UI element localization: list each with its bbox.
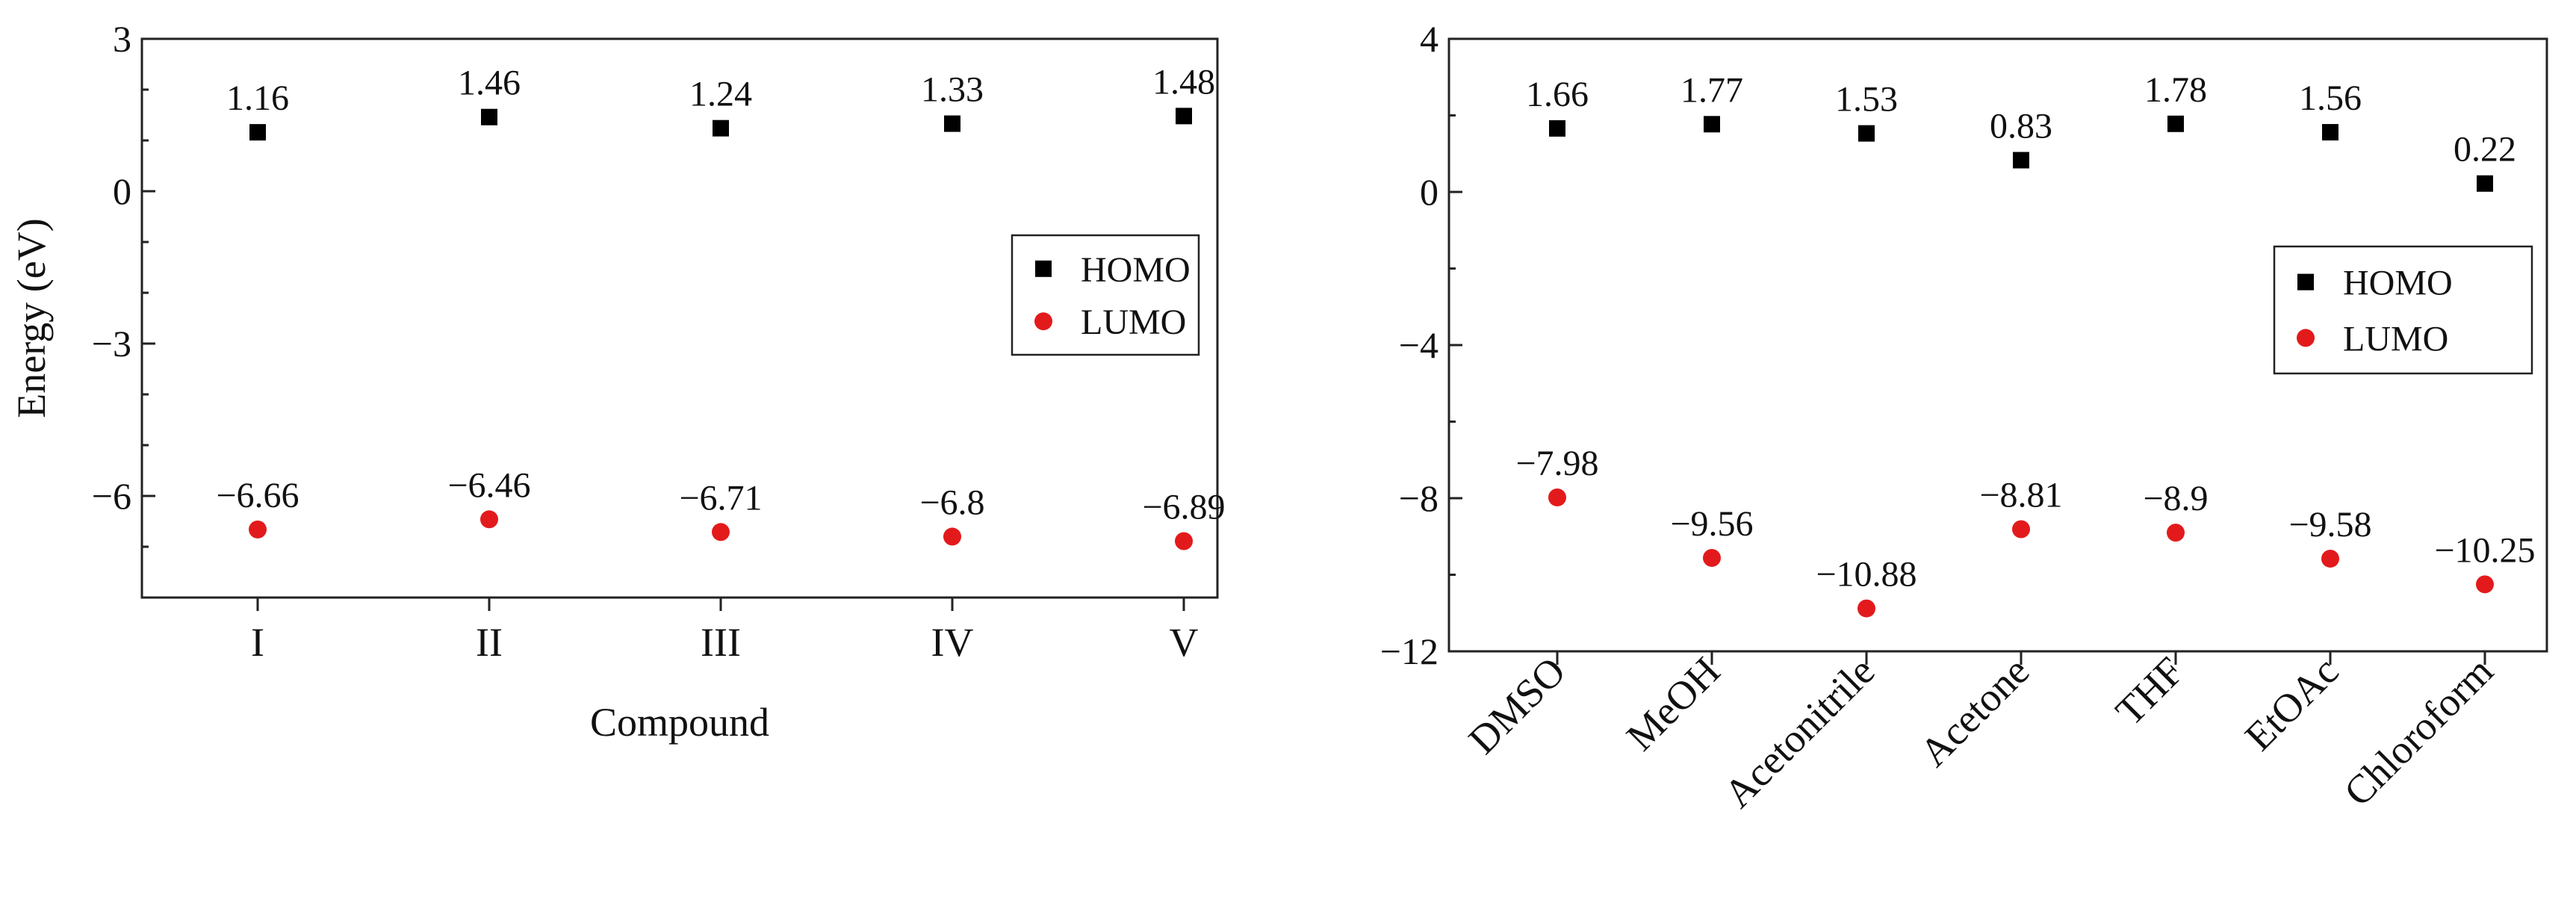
legend-label: LUMO [1081,303,1186,342]
lumo-point [2167,524,2185,542]
data-label: 1.46 [458,63,521,103]
lumo-point [2012,520,2030,539]
homo-point [1176,108,1192,125]
data-label: −7.98 [1515,444,1598,483]
lumo-point [2476,575,2494,594]
legend-lumo-marker [2297,329,2315,347]
data-label: −9.56 [1670,504,1753,544]
x-category-label: EtOAc [2236,648,2347,759]
lumo-point [1857,599,1875,618]
y-tick-label: 3 [113,18,131,60]
homo-point [2477,175,2493,192]
x-category-label: II [476,620,503,665]
lumo-point [1175,532,1193,550]
data-label: 1.24 [689,75,752,114]
data-label: 1.33 [921,70,984,110]
homo-point [2322,124,2338,141]
x-category-label: V [1170,620,1199,665]
x-category-label: I [251,620,264,665]
data-label: 1.77 [1680,70,1743,110]
data-label: −6.66 [216,476,299,515]
x-category-label: MeOH [1618,648,1728,759]
y-tick-label: 0 [1420,171,1438,213]
y-tick-label: −12 [1380,630,1438,672]
y-tick-label: −4 [1399,324,1438,366]
x-category-label: THF [2107,648,2193,734]
y-tick-label: −8 [1399,477,1438,519]
legend-label: LUMO [2343,319,2448,359]
legend-box [1011,234,1200,356]
homo-point [1549,120,1565,137]
data-label: −9.58 [2288,505,2371,545]
homo-point [2013,152,2029,169]
data-label: −6.46 [447,465,530,505]
x-category-label: Acetone [1911,648,2038,775]
data-label: 1.48 [1152,62,1215,102]
data-label: −10.88 [1816,555,1917,595]
lumo-point [1703,548,1721,567]
plot-frame [140,37,1219,599]
data-label: −6.89 [1142,488,1225,527]
y-tick-label: −6 [92,475,131,517]
data-label: −10.25 [2434,530,2535,570]
homo-point [944,115,960,132]
lumo-point [943,527,961,546]
x-axis-title: Compound [590,700,769,745]
x-category-label: IV [931,620,974,665]
lumo-point [1548,488,1566,506]
lumo-point [480,510,498,529]
y-axis-title: Energy (eV) [9,218,54,418]
data-label: −6.71 [679,478,762,518]
legend-label: HOMO [1081,250,1191,290]
homo-point [2167,115,2184,132]
x-category-label: III [701,620,741,665]
data-label: 1.66 [1526,75,1589,114]
legend-label: HOMO [2343,264,2453,303]
data-label: 0.22 [2454,130,2516,170]
y-tick-label: 4 [1420,18,1438,60]
lumo-point [2321,549,2339,568]
x-category-label: Acetonitrile [1716,648,1884,816]
homo-point [1858,125,1875,142]
data-label: −8.81 [1979,476,2062,515]
data-label: −8.9 [2143,479,2208,518]
legend-homo-marker [2297,273,2314,291]
y-tick-label: 0 [113,170,131,212]
x-category-label: DMSO [1460,648,1574,763]
data-label: 1.53 [1835,80,1898,120]
homo-point [481,108,497,125]
homo-point [713,120,729,137]
data-label: −6.8 [919,483,984,522]
data-label: 1.56 [2299,78,2362,118]
y-tick-label: −3 [92,323,131,364]
legend-lumo-marker [1034,312,1052,331]
legend-box [2273,245,2533,375]
homo-point [249,124,266,141]
x-category-label: Chloroform [2336,648,2502,815]
legend-homo-marker [1035,260,1052,277]
lumo-point [249,520,267,539]
data-label: 1.16 [226,78,289,118]
homo-point [1704,116,1720,133]
data-label: 0.83 [1990,106,2052,146]
data-label: 1.78 [2144,70,2207,110]
lumo-point [712,523,730,542]
